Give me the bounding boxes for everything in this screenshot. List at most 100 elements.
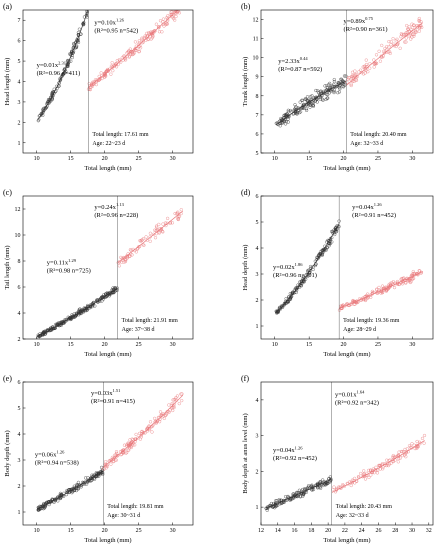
red-data-point [396, 281, 400, 285]
red-data-point [142, 243, 146, 247]
red-data-point [157, 416, 161, 420]
equation-exponent: 1.86 [295, 262, 304, 267]
black-data-point [316, 255, 321, 260]
red-data-point [382, 49, 386, 54]
red-data-point [114, 458, 118, 462]
equation-exponent: 0.44 [300, 56, 309, 61]
red-data-point [367, 475, 371, 480]
red-data-point [342, 484, 346, 489]
x-tick-label: 10 [272, 156, 278, 162]
x-tick-label: 15 [68, 528, 74, 534]
black-data-point [328, 236, 333, 241]
y-tick-label: 10 [253, 56, 259, 62]
x-tick-label: 30 [170, 528, 176, 534]
inflection-length-note: Total length: 19.81 mm [107, 504, 164, 510]
black-data-point [302, 103, 306, 107]
red-data-point [362, 472, 366, 476]
black-data-point [315, 486, 320, 490]
y-tick-label: 6 [256, 132, 259, 138]
red-data-point [372, 65, 376, 69]
red-data-point [162, 24, 166, 28]
plot-frame [260, 195, 434, 340]
equation-exponent: 1.26 [56, 450, 65, 455]
red-data-point [103, 460, 108, 464]
scatter-points [274, 16, 424, 128]
panel-letter: (f) [241, 374, 249, 383]
red-data-point [168, 13, 172, 17]
red-data-point [354, 75, 358, 80]
red-data-point [347, 76, 351, 80]
red-data-point [176, 217, 180, 222]
black-data-point [321, 248, 326, 252]
red-data-point [378, 59, 383, 63]
red-data-point [145, 238, 149, 242]
red-data-point [391, 37, 395, 41]
x-tick-label: 16 [292, 528, 298, 534]
red-data-point [178, 3, 181, 6]
red-data-point [130, 52, 135, 57]
black-data-point [301, 106, 306, 110]
black-data-point [321, 98, 325, 102]
y-tick-label: 8 [18, 259, 21, 265]
red-data-point [400, 276, 404, 281]
equation-label: y=0.11x1.29 [47, 258, 77, 267]
red-data-point [167, 410, 171, 414]
y-tick-label: 3 [256, 434, 259, 440]
black-data-point [332, 90, 336, 95]
y-axis-label: Body depth (mm) [4, 430, 11, 476]
red-data-point [174, 14, 178, 19]
black-data-point [84, 482, 89, 486]
red-data-point [180, 5, 183, 8]
red-data-point [180, 2, 183, 5]
y-tick-label: 1 [18, 510, 21, 516]
black-data-point [41, 332, 45, 336]
equation-label: y=0.01x2.31 [37, 60, 66, 69]
equation-main: y=0.24x [94, 204, 116, 211]
black-data-point [336, 91, 340, 95]
black-data-point [304, 107, 309, 111]
black-data-point [280, 118, 285, 122]
red-data-point [175, 212, 179, 216]
red-data-point [385, 44, 389, 49]
red-data-point [137, 431, 142, 436]
plot-frame [260, 381, 434, 526]
black-data-point [70, 315, 75, 319]
red-data-point [403, 40, 407, 44]
black-data-point [92, 477, 97, 481]
red-data-point [152, 29, 157, 33]
x-tick-label: 20 [325, 528, 331, 534]
black-data-point [54, 322, 58, 327]
x-axis-label: Total length (mm) [323, 165, 370, 172]
red-data-point [419, 19, 423, 24]
red-data-point [179, 2, 182, 5]
red-data-point [381, 467, 385, 471]
black-data-point [36, 506, 41, 511]
red-data-point [416, 272, 420, 276]
red-data-point [391, 453, 395, 458]
black-data-point [344, 74, 348, 78]
black-data-point [274, 499, 278, 503]
black-data-point [103, 294, 108, 299]
red-data-point [139, 435, 143, 439]
red-data-point [384, 463, 389, 468]
red-data-point [345, 80, 349, 84]
x-tick-label: 25 [375, 156, 381, 162]
black-data-point [285, 114, 290, 118]
red-data-point [362, 469, 366, 473]
black-data-point [265, 508, 269, 512]
red-data-point [385, 458, 389, 462]
x-tick-label: 15 [68, 156, 74, 162]
red-data-point [357, 70, 361, 74]
equation-stats: (R²=0.94 n=538) [35, 459, 79, 466]
red-data-point [122, 256, 126, 260]
black-data-point [333, 232, 337, 237]
black-data-point [289, 294, 294, 298]
red-data-point [135, 46, 139, 51]
red-data-point [360, 475, 365, 479]
red-data-point [399, 449, 403, 454]
red-data-point [148, 235, 152, 239]
equation-main: y=0.89x [344, 18, 366, 25]
black-data-point [286, 108, 290, 112]
red-data-point [120, 452, 124, 456]
scatter-points [36, 392, 184, 512]
